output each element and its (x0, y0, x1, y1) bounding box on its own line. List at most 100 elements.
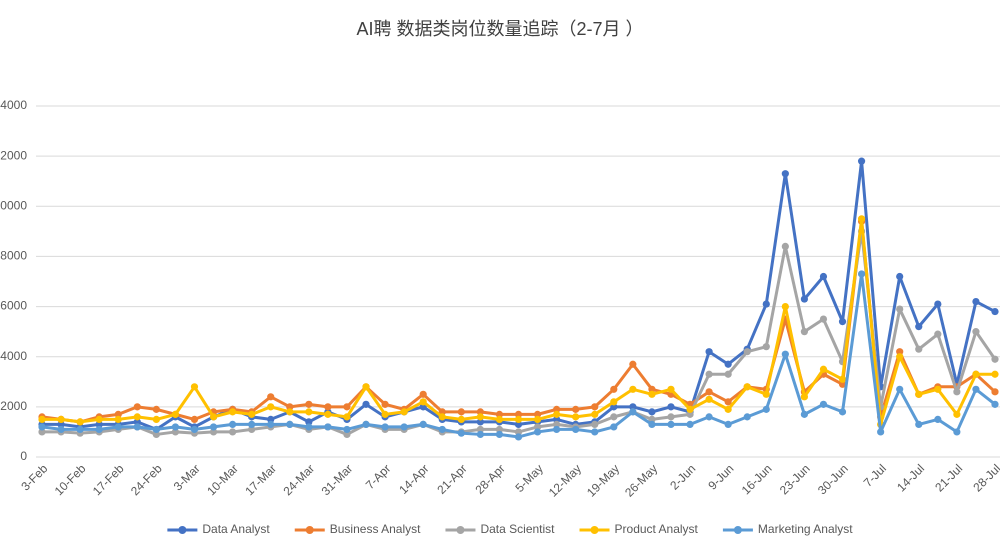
data-point (133, 413, 141, 421)
data-point (819, 315, 828, 323)
data-point (572, 425, 580, 434)
x-tick-label: 31-Mar (319, 461, 356, 498)
data-point (743, 413, 751, 421)
data-point (857, 157, 866, 165)
data-point (629, 360, 637, 368)
x-tick-label: 5-May (512, 461, 545, 494)
data-point (781, 170, 789, 178)
data-point (553, 415, 561, 423)
data-point (915, 390, 923, 398)
data-point (648, 415, 656, 423)
legend: Data Analyst Business Analyst Data Scienti… (167, 522, 853, 536)
data-point (267, 420, 275, 429)
data-point (591, 403, 599, 411)
data-point (724, 405, 732, 413)
data-point (800, 328, 809, 336)
data-point (610, 413, 618, 421)
x-tick-label: 3-Feb (18, 461, 50, 493)
data-point (667, 403, 675, 411)
x-tick-label: 24-Feb (128, 461, 165, 498)
data-point (209, 428, 218, 436)
data-point (724, 360, 732, 368)
data-point (743, 348, 751, 356)
data-point (324, 423, 332, 431)
data-point (610, 403, 618, 411)
data-point (95, 415, 103, 423)
data-point (972, 385, 980, 393)
data-point (76, 418, 84, 426)
data-point (476, 413, 484, 421)
data-point (991, 307, 999, 316)
data-point (533, 423, 542, 431)
data-point (305, 400, 313, 408)
x-tick-label: 2-Jun (667, 461, 698, 492)
data-point (438, 425, 446, 434)
y-tick-label: 4000 (0, 349, 27, 363)
data-point (305, 418, 313, 426)
data-point (476, 408, 484, 416)
legend-marker (305, 526, 314, 534)
y-tick-label: 8000 (0, 249, 27, 263)
y-tick-label: 6000 (0, 299, 27, 313)
x-tick-label: 10-Mar (204, 461, 241, 498)
data-point (514, 428, 523, 436)
x-tick-label: 23-Jun (777, 461, 813, 497)
x-tick-label: 19-May (584, 461, 622, 499)
data-point (229, 428, 237, 436)
data-point (572, 413, 580, 421)
data-point (362, 383, 370, 391)
data-point (896, 305, 904, 313)
data-point (724, 398, 732, 406)
data-point (877, 428, 885, 436)
x-tick-label: 24-Mar (280, 461, 317, 498)
data-point (114, 410, 122, 418)
data-point (781, 350, 789, 358)
data-point (800, 410, 809, 418)
data-point (476, 430, 484, 439)
data-point (533, 415, 542, 423)
data-point (419, 390, 427, 398)
data-point (838, 408, 847, 416)
data-point (800, 393, 809, 401)
data-point (514, 410, 523, 418)
data-point (705, 413, 713, 421)
data-point (629, 403, 637, 411)
data-point (495, 425, 504, 434)
x-tick-label: 9-Jun (705, 461, 736, 492)
data-point (476, 418, 484, 426)
data-point (705, 388, 713, 396)
data-point (248, 410, 256, 418)
data-point (553, 425, 561, 434)
data-point (972, 370, 980, 378)
data-point (857, 215, 866, 223)
data-point (743, 383, 751, 391)
data-point (972, 297, 980, 306)
data-point (114, 415, 122, 423)
data-point (591, 410, 599, 418)
x-tick-label: 17-Mar (242, 461, 279, 498)
data-point (209, 413, 218, 421)
legend-label: Business Analyst (330, 522, 421, 536)
data-point (419, 420, 427, 429)
data-point (190, 383, 199, 391)
x-tick-label: 28-Jul (970, 461, 1000, 494)
data-point (209, 423, 218, 431)
data-point (667, 420, 675, 429)
data-point (572, 405, 580, 413)
data-point (229, 408, 237, 416)
data-point (896, 348, 904, 356)
data-point (400, 423, 408, 431)
x-tick-label: 3-Mar (171, 461, 203, 493)
data-point (286, 403, 294, 411)
data-point (553, 405, 561, 413)
data-point (610, 385, 618, 393)
data-point (476, 425, 484, 434)
chart-title: AI聘 数据类岗位数量追踪（2-7月 ） (356, 19, 643, 39)
data-point (686, 410, 694, 418)
data-point (686, 420, 694, 429)
legend-label: Data Analyst (202, 522, 270, 536)
data-point (381, 400, 389, 408)
data-point (705, 395, 713, 403)
data-point (457, 408, 465, 416)
